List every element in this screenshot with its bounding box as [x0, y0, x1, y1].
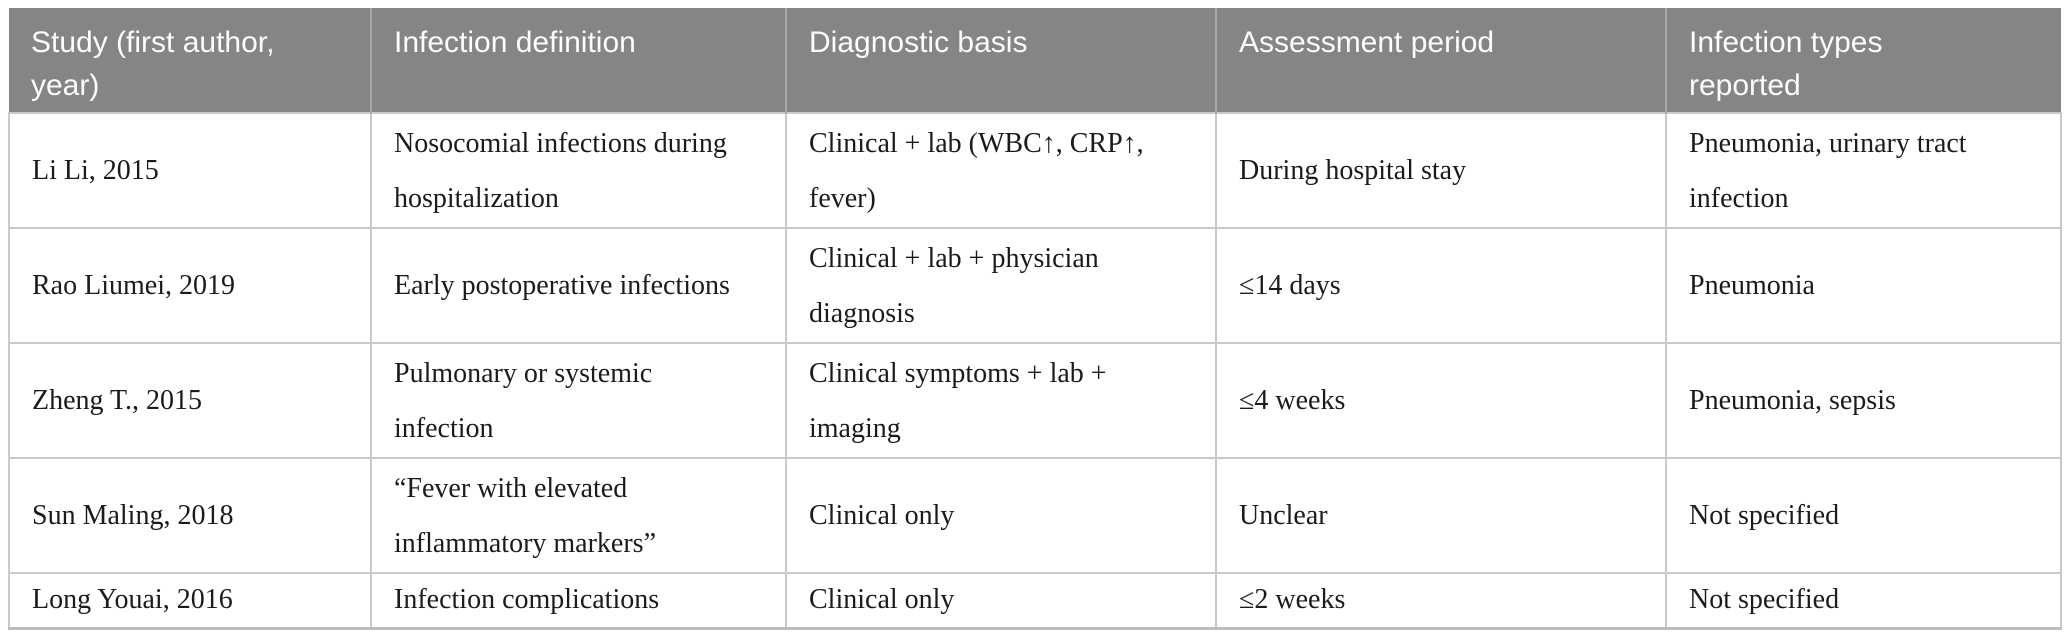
table-header-row: Study (first author, year) Infection def… [9, 8, 2061, 113]
study-infection-table: Study (first author, year) Infection def… [8, 8, 2062, 630]
column-header-label: Diagnostic basis [809, 26, 1028, 59]
cell-assessment-period: ≤2 weeks [1215, 572, 1667, 630]
cell-infection-types: Not specified [1665, 572, 2062, 630]
cell-diagnostic-basis: Clinical + lab + physician diagnosis [785, 227, 1217, 344]
table-row: Rao Liumei, 2019 Early postoperative inf… [8, 227, 2062, 344]
cell-infection-types: Pneumonia, sepsis [1665, 342, 2062, 459]
cell-infection-definition: Nosocomial infections during hospitaliza… [370, 112, 787, 229]
column-header-study: Study (first author, year) [9, 8, 371, 113]
cell-diagnostic-basis: Clinical only [785, 457, 1217, 574]
cell-assessment-period: During hospital stay [1215, 112, 1667, 229]
column-header-infection-definition: Infection definition [370, 8, 786, 113]
table-row: Long Youai, 2016 Infection complications… [8, 572, 2062, 630]
cell-infection-definition: Pulmonary or systemic infection [370, 342, 787, 459]
table-row: Sun Maling, 2018 “Fever with elevated in… [8, 457, 2062, 574]
column-header-label: Infection definition [394, 26, 636, 59]
cell-assessment-period: ≤14 days [1215, 227, 1667, 344]
cell-study: Zheng T., 2015 [8, 342, 372, 459]
column-header-label: Study (first author, year) [31, 26, 275, 102]
cell-assessment-period: Unclear [1215, 457, 1667, 574]
column-header-assessment-period: Assessment period [1215, 8, 1666, 113]
column-header-label: Infection types reported [1689, 26, 1883, 102]
cell-infection-definition: “Fever with elevated inflammatory marker… [370, 457, 787, 574]
cell-diagnostic-basis: Clinical symptoms + lab + imaging [785, 342, 1217, 459]
cell-infection-types: Pneumonia, urinary tract infection [1665, 112, 2062, 229]
cell-study: Sun Maling, 2018 [8, 457, 372, 574]
column-header-diagnostic-basis: Diagnostic basis [785, 8, 1216, 113]
column-header-infection-types: Infection types reported [1665, 8, 2061, 113]
cell-infection-definition: Infection complications [370, 572, 787, 630]
cell-diagnostic-basis: Clinical only [785, 572, 1217, 630]
cell-diagnostic-basis: Clinical + lab (WBC↑, CRP↑, fever) [785, 112, 1217, 229]
cell-assessment-period: ≤4 weeks [1215, 342, 1667, 459]
table-row: Zheng T., 2015 Pulmonary or systemic inf… [8, 342, 2062, 459]
column-header-label: Assessment period [1239, 26, 1495, 59]
cell-study: Rao Liumei, 2019 [8, 227, 372, 344]
cell-infection-definition: Early postoperative infections [370, 227, 787, 344]
cell-study: Li Li, 2015 [8, 112, 372, 229]
cell-infection-types: Pneumonia [1665, 227, 2062, 344]
table-row: Li Li, 2015 Nosocomial infections during… [8, 112, 2062, 229]
cell-study: Long Youai, 2016 [8, 572, 372, 630]
cell-infection-types: Not specified [1665, 457, 2062, 574]
